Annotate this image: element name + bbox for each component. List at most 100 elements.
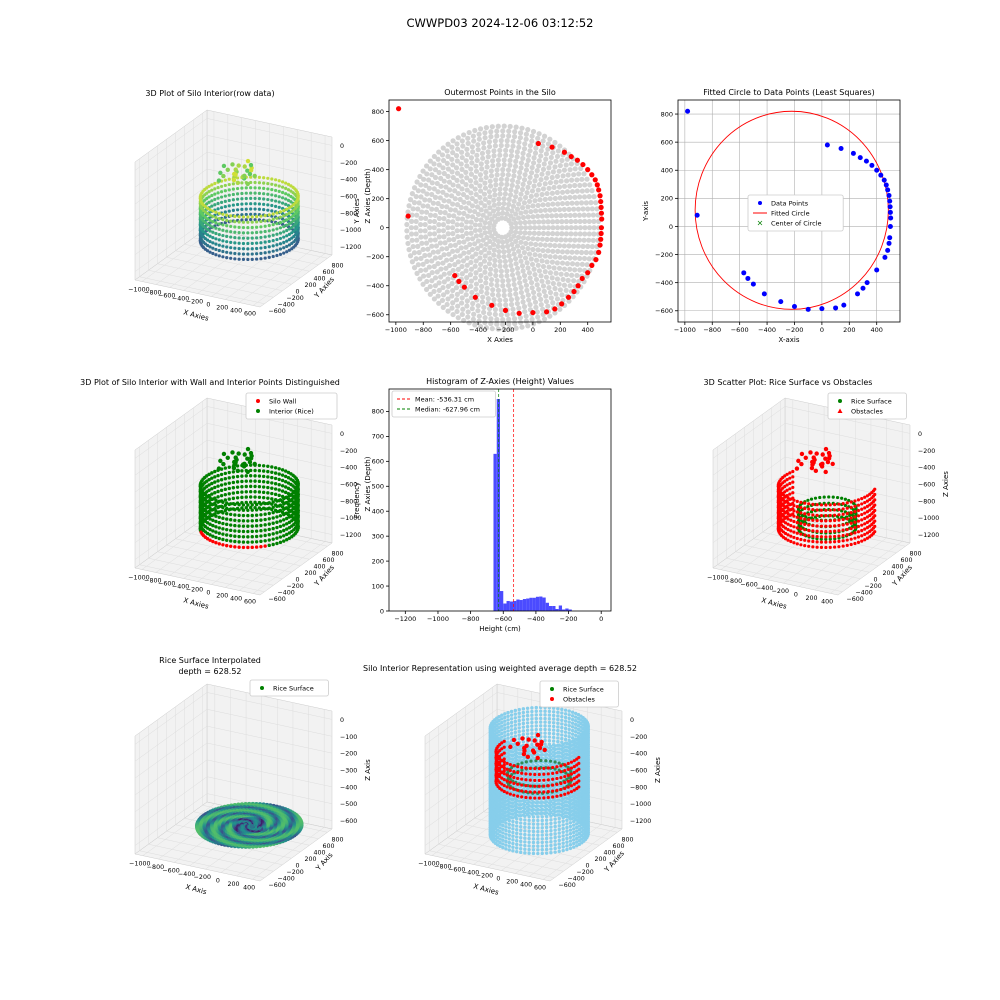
gray-point bbox=[557, 143, 563, 149]
gray-point bbox=[536, 181, 543, 188]
y-tick-label: 600 bbox=[901, 557, 913, 564]
gray-point bbox=[436, 234, 442, 240]
y-tick-label: 800 bbox=[661, 110, 673, 118]
gray-point bbox=[574, 177, 580, 183]
outer-point bbox=[589, 172, 595, 178]
gray-point bbox=[505, 167, 512, 173]
outer-point bbox=[580, 161, 586, 168]
interior-point bbox=[280, 489, 285, 493]
gray-point bbox=[478, 249, 484, 256]
gray-point bbox=[436, 215, 442, 222]
gray-point bbox=[562, 195, 568, 201]
interior-point bbox=[271, 537, 275, 541]
obstacle-point bbox=[785, 483, 789, 487]
gray-point bbox=[591, 225, 597, 231]
gray-point bbox=[451, 236, 457, 243]
silo-point bbox=[285, 207, 289, 211]
obstacle-point bbox=[811, 529, 815, 533]
silo-shell-point bbox=[504, 843, 508, 847]
silo-point bbox=[237, 231, 241, 235]
data-point bbox=[824, 142, 830, 148]
silo-point bbox=[278, 231, 283, 235]
gray-point bbox=[506, 133, 512, 139]
floor-gridline bbox=[193, 237, 319, 265]
gray-point bbox=[512, 194, 519, 200]
gray-point bbox=[559, 157, 565, 164]
gray-point bbox=[408, 218, 415, 224]
gray-point bbox=[516, 139, 522, 145]
gray-point bbox=[582, 225, 588, 231]
gray-point bbox=[492, 187, 498, 193]
silo-point bbox=[270, 198, 274, 202]
interior-point bbox=[283, 485, 288, 489]
gray-point bbox=[498, 273, 504, 279]
interior-point bbox=[210, 471, 214, 475]
legend-dot-marker bbox=[256, 409, 260, 413]
gray-point bbox=[473, 270, 479, 276]
x-axis-label: X Axies bbox=[487, 336, 513, 344]
gray-point bbox=[455, 315, 461, 321]
gray-point bbox=[503, 302, 509, 308]
gray-point bbox=[454, 202, 461, 208]
interior-point bbox=[211, 534, 215, 538]
rice-point bbox=[843, 503, 847, 508]
obstacle-point bbox=[837, 534, 841, 538]
gray-point bbox=[437, 209, 444, 216]
silo-point bbox=[223, 194, 227, 198]
gray-point bbox=[413, 218, 419, 225]
gray-point bbox=[593, 200, 599, 206]
interior-raised-point bbox=[242, 461, 247, 467]
obstacle-point bbox=[819, 503, 824, 507]
x-tick-label: −1000 bbox=[418, 861, 439, 868]
interior-point bbox=[221, 527, 225, 531]
gray-point bbox=[482, 130, 488, 136]
obstacle-point bbox=[791, 480, 795, 484]
gray-point bbox=[581, 212, 587, 218]
interior-point bbox=[267, 511, 271, 516]
gray-point bbox=[505, 277, 511, 284]
left-gridline bbox=[424, 759, 498, 813]
interior-point bbox=[277, 477, 281, 482]
back-gridline bbox=[206, 168, 333, 197]
silo-point bbox=[259, 214, 263, 218]
gray-point bbox=[476, 136, 482, 142]
gray-point bbox=[477, 255, 483, 261]
gray-point bbox=[533, 304, 539, 310]
obstacle-point bbox=[818, 480, 821, 483]
gray-point bbox=[563, 271, 570, 278]
gray-point bbox=[579, 261, 585, 267]
interior-point bbox=[250, 519, 254, 523]
interior-point bbox=[208, 527, 212, 532]
gray-point bbox=[428, 212, 434, 218]
gray-point bbox=[530, 246, 536, 253]
gray-point bbox=[438, 266, 444, 272]
silo-point bbox=[250, 257, 254, 261]
obstacle-point bbox=[788, 476, 792, 480]
histogram-bar bbox=[500, 591, 504, 611]
gray-point bbox=[522, 141, 528, 147]
silo-point bbox=[266, 176, 270, 180]
silo-point bbox=[208, 229, 212, 233]
silo-point bbox=[259, 235, 263, 240]
obstacle-point bbox=[798, 478, 801, 481]
floor-gridline bbox=[211, 244, 284, 297]
gray-point bbox=[407, 197, 414, 203]
interior-point bbox=[273, 487, 278, 491]
z-tick-label: −1000 bbox=[630, 801, 651, 808]
silo-point bbox=[214, 221, 218, 225]
x-tick-label: −600 bbox=[494, 615, 512, 623]
obstacle-point bbox=[827, 474, 830, 477]
silo-point bbox=[255, 252, 259, 256]
interior-point bbox=[250, 513, 254, 518]
gray-point bbox=[418, 255, 424, 262]
interior-point bbox=[244, 506, 248, 510]
gray-point bbox=[459, 186, 465, 192]
gray-point bbox=[441, 198, 447, 204]
gray-point bbox=[409, 237, 415, 243]
obstacle-point bbox=[815, 534, 819, 539]
gray-point bbox=[547, 270, 554, 276]
histogram-bar bbox=[555, 609, 559, 611]
gray-point bbox=[498, 142, 504, 149]
gray-point bbox=[444, 204, 450, 210]
